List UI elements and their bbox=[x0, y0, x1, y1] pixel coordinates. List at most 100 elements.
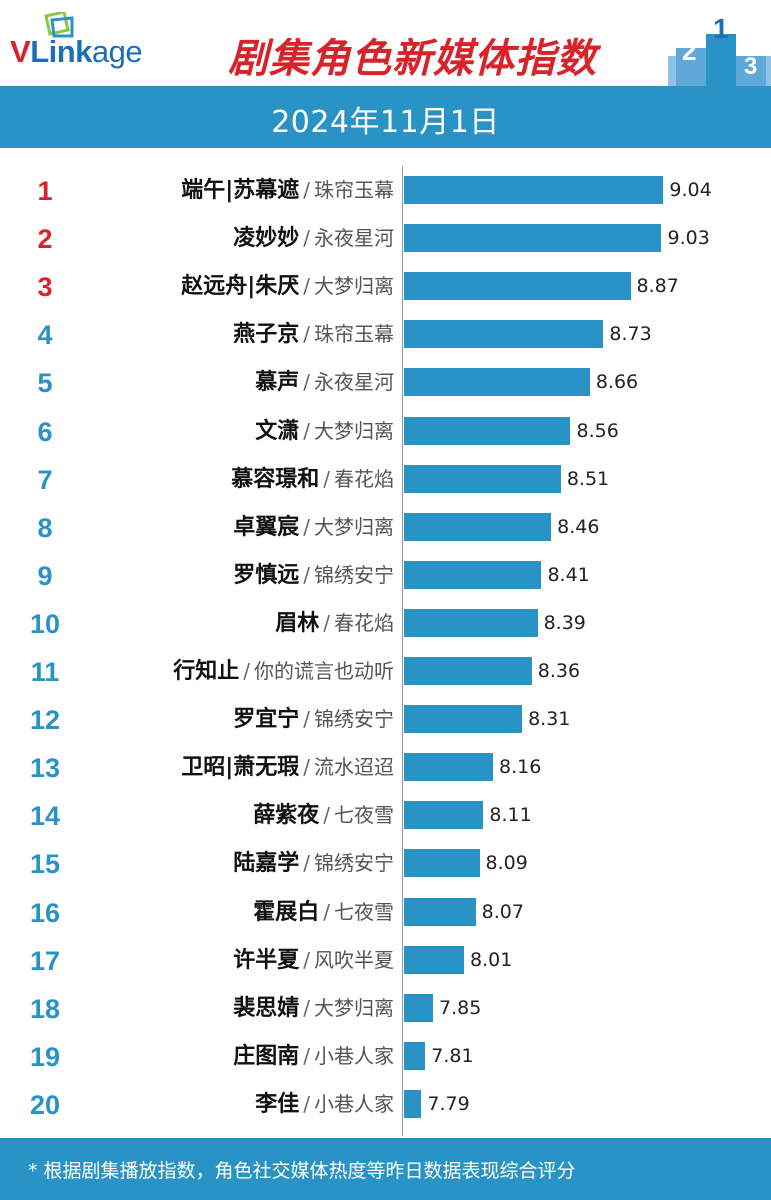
label-separator: / bbox=[303, 755, 310, 780]
podium-icon: 2 1 3 bbox=[668, 13, 771, 86]
rank-number: 18 bbox=[29, 993, 61, 1024]
row-label: 薛紫夜 / 七夜雪 bbox=[94, 800, 394, 832]
drama-name: 大梦归离 bbox=[314, 995, 394, 1020]
role-name: 端午|苏幕遮 bbox=[181, 178, 300, 203]
rank-number: 4 bbox=[37, 320, 53, 351]
date-banner: 2024年11月1日 bbox=[0, 86, 771, 148]
label-separator: / bbox=[303, 322, 310, 347]
drama-name: 锦绣安宁 bbox=[314, 562, 394, 587]
role-name: 卓翼宸 bbox=[233, 514, 300, 540]
header: VLinkage 剧集角色新媒体指数 2 1 3 bbox=[0, 0, 771, 86]
footer-note: * 根据剧集播放指数，角色社交媒体热度等昨日数据表现综合评分 bbox=[28, 1160, 576, 1182]
bar-value-label: 8.07 bbox=[481, 900, 524, 923]
row-label: 许半夏 / 风吹半夏 bbox=[94, 945, 394, 977]
bar bbox=[404, 993, 434, 1022]
role-name: 眉林 bbox=[275, 610, 320, 636]
row-label: 陆嘉学 / 锦绣安宁 bbox=[94, 848, 394, 880]
bar-value-label: 8.16 bbox=[499, 756, 542, 779]
rank-number: 14 bbox=[29, 801, 61, 832]
podium-number-2: 2 bbox=[682, 36, 696, 66]
bar-value-label: 8.66 bbox=[595, 371, 639, 394]
label-separator: / bbox=[303, 178, 310, 202]
bar-value-label: 8.01 bbox=[470, 948, 513, 971]
drama-name: 锦绣安宁 bbox=[314, 707, 394, 732]
bar bbox=[404, 753, 494, 782]
label-separator: / bbox=[243, 659, 250, 683]
role-name: 霍展白 bbox=[253, 899, 320, 925]
label-separator: / bbox=[323, 466, 330, 491]
row-label: 霍展白 / 七夜雪 bbox=[94, 897, 394, 929]
label-separator: / bbox=[303, 514, 310, 539]
bar-value-label: 9.03 bbox=[667, 227, 710, 250]
bar bbox=[404, 897, 476, 926]
label-separator: / bbox=[303, 418, 310, 443]
logo-mark-icon bbox=[42, 10, 76, 38]
bar bbox=[404, 368, 590, 397]
drama-name: 小巷人家 bbox=[314, 1043, 394, 1068]
label-separator: / bbox=[303, 370, 310, 395]
row-label: 卫昭|萧无瑕 / 流水迢迢 bbox=[94, 752, 394, 784]
role-name: 许半夏 bbox=[233, 947, 300, 973]
bar-value-label: 8.73 bbox=[609, 323, 652, 346]
row-label: 赵远舟|朱厌 / 大梦归离 bbox=[94, 271, 394, 303]
bar bbox=[404, 1041, 426, 1070]
drama-name: 大梦归离 bbox=[314, 514, 394, 539]
rank-number: 6 bbox=[37, 416, 53, 447]
bar-value-label: 8.39 bbox=[543, 611, 586, 634]
row-label: 裴思婧 / 大梦归离 bbox=[94, 993, 394, 1025]
rank-number: 9 bbox=[37, 560, 53, 591]
chart-axis-line bbox=[402, 166, 403, 1136]
bar-value-label: 7.81 bbox=[431, 1044, 474, 1067]
label-separator: / bbox=[323, 610, 330, 635]
drama-name: 你的谎言也动听 bbox=[254, 659, 394, 683]
row-label: 文潇 / 大梦归离 bbox=[94, 416, 394, 448]
bar bbox=[404, 1089, 422, 1118]
row-label: 端午|苏幕遮 / 珠帘玉幕 bbox=[94, 175, 394, 207]
bar bbox=[404, 464, 561, 493]
bar-value-label: 8.51 bbox=[566, 467, 610, 490]
bar-value-label: 8.41 bbox=[547, 563, 590, 586]
drama-name: 永夜星河 bbox=[314, 226, 394, 251]
row-label: 罗慎远 / 锦绣安宁 bbox=[94, 560, 394, 592]
bar bbox=[404, 608, 538, 637]
drama-name: 七夜雪 bbox=[334, 803, 394, 828]
role-name: 庄图南 bbox=[233, 1043, 300, 1069]
bar-value-label: 8.11 bbox=[489, 804, 532, 827]
ranking-bar-chart: 1 端午|苏幕遮 / 珠帘玉幕 9.04 2 凌妙妙 / 永夜星河 9.03 3 赵远舟|朱厌 / 大梦归… bbox=[0, 148, 771, 1138]
role-name: 薛紫夜 bbox=[253, 803, 320, 829]
rank-number: 13 bbox=[29, 753, 61, 784]
podium-number-1: 1 bbox=[713, 13, 729, 44]
drama-name: 大梦归离 bbox=[314, 274, 394, 299]
bar-value-label: 8.31 bbox=[528, 708, 571, 731]
label-separator: / bbox=[303, 707, 310, 732]
row-label: 慕容璟和 / 春花焰 bbox=[94, 464, 394, 496]
role-name: 裴思婧 bbox=[233, 995, 300, 1021]
bar bbox=[404, 320, 604, 349]
bar bbox=[404, 657, 532, 685]
podium-number-3: 3 bbox=[744, 53, 757, 80]
drama-name: 珠帘玉幕 bbox=[314, 322, 394, 347]
drama-name: 珠帘玉幕 bbox=[314, 178, 394, 202]
rank-number: 10 bbox=[29, 608, 61, 639]
bar bbox=[404, 176, 664, 204]
role-name: 文潇 bbox=[255, 418, 300, 444]
label-separator: / bbox=[303, 1043, 310, 1068]
role-name: 罗宜宁 bbox=[233, 707, 300, 733]
row-label: 眉林 / 春花焰 bbox=[94, 608, 394, 640]
bar-value-label: 7.79 bbox=[427, 1092, 470, 1115]
label-separator: / bbox=[303, 562, 310, 587]
rank-number: 3 bbox=[37, 272, 53, 303]
rank-number: 17 bbox=[29, 945, 61, 976]
rank-number: 12 bbox=[29, 705, 61, 736]
bar bbox=[404, 849, 480, 878]
bar bbox=[404, 560, 542, 589]
label-separator: / bbox=[323, 803, 330, 828]
label-separator: / bbox=[303, 947, 310, 972]
bar bbox=[404, 224, 662, 253]
bar-value-label: 8.46 bbox=[557, 515, 600, 538]
role-name: 罗慎远 bbox=[233, 562, 300, 588]
bar bbox=[404, 801, 484, 830]
label-separator: / bbox=[303, 851, 310, 876]
bar bbox=[404, 512, 552, 541]
rank-number: 11 bbox=[30, 657, 60, 687]
